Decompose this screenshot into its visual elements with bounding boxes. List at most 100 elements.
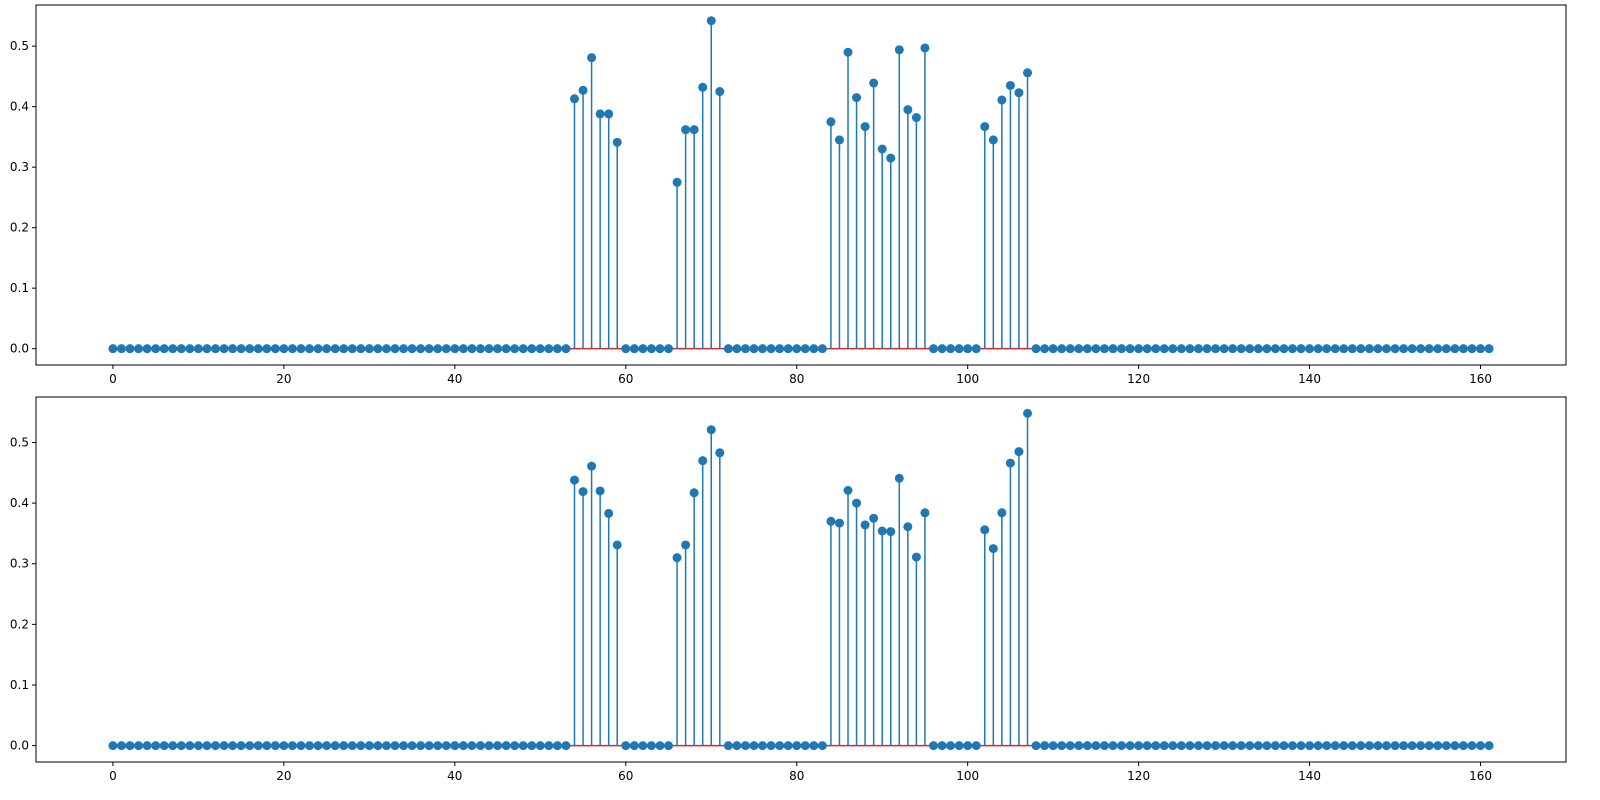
top-stem-marker xyxy=(1048,344,1058,354)
top-xtick-label: 80 xyxy=(789,372,804,386)
top-stem-marker xyxy=(159,344,169,354)
top-xtick-label: 140 xyxy=(1298,372,1321,386)
top-stem-marker xyxy=(510,344,520,354)
bottom-stem-marker xyxy=(783,741,793,751)
top-stem-marker xyxy=(253,344,263,354)
bottom-stem-marker xyxy=(424,741,434,751)
top-stem-marker xyxy=(279,344,289,354)
top-stem-marker xyxy=(621,344,631,354)
bottom-stem-marker xyxy=(1390,741,1400,751)
top-stem-marker xyxy=(219,344,229,354)
top-stem-marker xyxy=(963,344,973,354)
bottom-stem-marker xyxy=(407,741,417,751)
bottom-stem-marker xyxy=(1364,741,1374,751)
top-stem-marker xyxy=(1125,344,1135,354)
top-stem-marker xyxy=(758,344,768,354)
top-stem-marker xyxy=(1151,344,1161,354)
top-xtick-label: 20 xyxy=(276,372,291,386)
top-stem-marker xyxy=(920,43,930,53)
bottom-stem-marker xyxy=(1262,741,1272,751)
top-stem-marker xyxy=(1202,344,1212,354)
top-stem-marker xyxy=(484,344,494,354)
top-stem-marker xyxy=(390,344,400,354)
bottom-stem-marker xyxy=(980,525,990,535)
bottom-stem-marker xyxy=(339,741,349,751)
bottom-stem-marker xyxy=(501,741,511,751)
top-stem-marker xyxy=(732,344,742,354)
bottom-stem-marker xyxy=(877,526,887,536)
bottom-stem-marker xyxy=(399,741,409,751)
bottom-ytick-label: 0.1 xyxy=(10,678,29,692)
bottom-xtick-label: 100 xyxy=(956,769,979,783)
bottom-stem-marker xyxy=(1450,741,1460,751)
bottom-stem-marker xyxy=(595,486,605,496)
top-stem-marker xyxy=(1074,344,1084,354)
top-ytick-label: 0.0 xyxy=(10,342,29,356)
bottom-stem-marker xyxy=(646,741,656,751)
bottom-stem-marker xyxy=(1407,741,1417,751)
bottom-stem-marker xyxy=(1347,741,1357,751)
bottom-xtick-label: 80 xyxy=(789,769,804,783)
bottom-stem-marker xyxy=(903,522,913,532)
bottom-stem-marker xyxy=(1476,741,1486,751)
top-stem-marker xyxy=(1305,344,1315,354)
top-stem-marker xyxy=(1245,344,1255,354)
top-stem-marker xyxy=(715,87,725,97)
top-stem-marker xyxy=(1382,344,1392,354)
bottom-stem-marker xyxy=(330,741,340,751)
bottom-stem-marker xyxy=(1211,741,1221,751)
top-stem-marker xyxy=(792,344,802,354)
bottom-stem-marker xyxy=(245,741,255,751)
top-stem-marker xyxy=(1219,344,1229,354)
bottom-stem-marker xyxy=(578,487,588,497)
top-stem-marker xyxy=(1005,80,1015,90)
bottom-stem-marker xyxy=(920,508,930,518)
top-xtick-label: 160 xyxy=(1469,372,1492,386)
bottom-stem-marker xyxy=(1091,741,1101,751)
top-ytick-label: 0.4 xyxy=(10,100,29,114)
top-stem-marker xyxy=(347,344,357,354)
bottom-stem-marker xyxy=(287,741,297,751)
top-stem-marker xyxy=(364,344,374,354)
bottom-stem-marker xyxy=(1082,741,1092,751)
bottom-stem-marker xyxy=(279,741,289,751)
bottom-xtick-label: 0 xyxy=(109,769,117,783)
bottom-axes-frame xyxy=(35,396,1567,763)
bottom-stem-marker xyxy=(484,741,494,751)
top-stem-marker xyxy=(210,344,220,354)
bottom-stem-marker xyxy=(792,741,802,751)
bottom-stem-marker xyxy=(176,741,186,751)
bottom-stem-marker xyxy=(1416,741,1426,751)
bottom-stem-marker xyxy=(1279,741,1289,751)
top-stem-marker xyxy=(330,344,340,354)
top-stem-marker xyxy=(544,344,554,354)
top-stem-marker xyxy=(142,344,152,354)
top-stem-marker xyxy=(638,344,648,354)
top-stem-marker xyxy=(1108,344,1118,354)
bottom-stem-marker xyxy=(210,741,220,751)
bottom-stem-marker xyxy=(587,461,597,471)
top-stem-marker xyxy=(894,45,904,55)
bottom-stem-marker xyxy=(1117,741,1127,751)
top-stem-marker xyxy=(134,344,144,354)
top-stem-marker xyxy=(1287,344,1297,354)
bottom-stem-marker xyxy=(262,741,272,751)
top-stem-marker xyxy=(655,344,665,354)
bottom-stem-marker xyxy=(1399,741,1409,751)
bottom-stem-marker xyxy=(1074,741,1084,751)
top-stem-marker xyxy=(826,117,836,127)
bottom-xtick-label: 40 xyxy=(447,769,462,783)
top-stem-marker xyxy=(664,344,674,354)
top-stem-marker xyxy=(202,344,212,354)
bottom-stem-marker xyxy=(604,508,614,518)
top-stem-marker xyxy=(407,344,417,354)
top-xtick-label: 0 xyxy=(109,372,117,386)
top-stem-marker xyxy=(1279,344,1289,354)
top-stem-marker xyxy=(1176,344,1186,354)
bottom-stem-marker xyxy=(441,741,451,751)
bottom-stem-marker xyxy=(1313,741,1323,751)
top-stem-marker xyxy=(475,344,485,354)
top-stem-marker xyxy=(1023,68,1033,78)
bottom-stem-marker xyxy=(356,741,366,751)
top-stem-marker xyxy=(1476,344,1486,354)
